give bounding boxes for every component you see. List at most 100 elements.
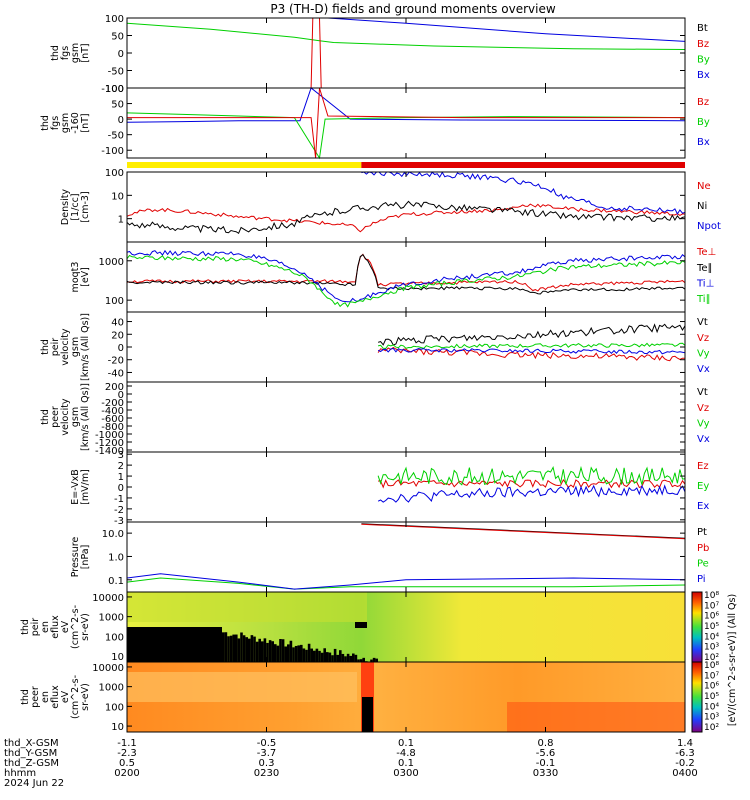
spectrogram-black <box>331 655 334 662</box>
series-Ex <box>377 484 686 503</box>
spectrogram-black <box>341 653 345 662</box>
y-tick-label: -1 <box>114 494 124 505</box>
footer-value: -0.1 <box>536 758 556 769</box>
footer-value: 0200 <box>114 768 139 779</box>
colorbar-1 <box>691 661 703 733</box>
y-tick-label: -3 <box>114 516 124 527</box>
y-axis-label: peir <box>50 338 61 357</box>
y-tick-label: 10 <box>111 191 124 202</box>
y-axis-label: eflux <box>50 615 61 639</box>
footer-value: -0.2 <box>675 758 695 769</box>
y-tick-label: -100 <box>101 146 124 157</box>
legend-entry: Vt <box>697 387 708 398</box>
legend-entry: Vt <box>697 317 708 328</box>
spectrogram-black <box>328 652 332 662</box>
y-tick-label: -1400 <box>95 446 124 457</box>
spectrogram-black <box>232 634 235 662</box>
series-Pi <box>126 573 686 590</box>
footer-value: 0300 <box>393 768 418 779</box>
y-tick-label: -800 <box>101 422 124 433</box>
y-tick-label: 10 <box>111 722 124 733</box>
panel-10: 10000 1000 100 10 thd peer en eflux eV (cm^2-s-sr… <box>20 661 686 733</box>
series-Bz <box>310 17 322 89</box>
colorbar-tick-label: 10⁵ <box>704 692 719 702</box>
legend-entry: Ni <box>697 201 707 212</box>
spectrogram-black <box>240 632 243 662</box>
y-tick-label: -2 <box>114 505 124 516</box>
spectrogram-black <box>287 644 290 662</box>
series-By <box>126 22 686 50</box>
y-tick-label: 0 <box>118 343 124 354</box>
y-tick-label: 50 <box>111 32 124 43</box>
y-tick-label: 10000 <box>92 663 124 674</box>
spectrogram-black <box>289 640 293 662</box>
spectrogram-black <box>339 650 342 662</box>
legend-entry: Vz <box>697 403 709 414</box>
y-axis-label: sr-eV) <box>80 683 91 711</box>
spectrogram-black <box>248 638 251 662</box>
series-Te⊥ <box>126 253 686 292</box>
y-axis-label: eflux <box>50 685 61 709</box>
spectrogram-black <box>266 642 269 662</box>
y-tick-label: -600 <box>101 414 124 425</box>
y-tick-label: 100 <box>105 14 124 25</box>
panel-9: 10000 1000 100 10 thd peir en eflux eV (cm^2-s-sr… <box>20 591 686 663</box>
colorbar-tick-label: 10⁷ <box>704 601 719 611</box>
spectrogram-black <box>292 647 295 662</box>
y-axis-label: thd <box>50 45 61 61</box>
footer-value: 0.1 <box>398 758 414 769</box>
footer-value: 1.4 <box>677 738 693 749</box>
y-axis-label: gsm <box>70 337 81 357</box>
panel-1: 100 50 0 -50 -100 thd fgs gsm -160 [nT] Bz By Bx <box>40 84 710 160</box>
footer-value: 0330 <box>533 768 558 779</box>
legend-entry: Bx <box>697 70 710 81</box>
y-axis-label: Density <box>60 189 71 225</box>
legend-entry: Ez <box>697 461 709 472</box>
panel-frame <box>126 241 686 313</box>
y-axis-label: [km/s (All Qs)] <box>80 313 91 381</box>
y-tick-label: 10000 <box>92 593 124 604</box>
y-axis-label: [eV] <box>80 267 91 287</box>
spectrogram-black <box>284 646 287 662</box>
y-tick-label: -1000 <box>95 430 124 441</box>
y-tick-label: 1 <box>118 215 124 226</box>
y-tick-label: 100 <box>105 84 124 95</box>
legend-entry: Pb <box>697 543 709 554</box>
y-axis-label: [cm-3] <box>80 191 91 222</box>
colorbar-label: [eV/(cm^2-s-sr-eV)] (All Qs) <box>727 594 738 726</box>
y-axis-label: [1/cc] <box>70 193 81 220</box>
legend-entry: Ex <box>697 501 709 512</box>
spectrogram-black <box>362 657 365 662</box>
legend-entry: Npot <box>697 221 721 232</box>
footer-value: 0.5 <box>119 758 135 769</box>
series-Ti∥ <box>126 254 686 308</box>
legend-entry: Ti∥ <box>696 294 711 305</box>
y-axis-label: [nPa] <box>80 545 91 570</box>
legend-entry: Ti⊥ <box>696 278 714 289</box>
y-tick-label: 100 <box>105 632 124 643</box>
colorbar-tick-label: 10⁷ <box>704 671 719 681</box>
footer-row-label: thd_Z-GSM <box>4 758 59 769</box>
footer-value: 0.3 <box>259 758 275 769</box>
spectrogram-black <box>274 644 277 662</box>
spectrogram-black <box>258 638 261 662</box>
spectrogram-black <box>326 652 329 662</box>
y-axis-label: (cm^2-s- <box>70 675 81 719</box>
legend-entry: Ne <box>697 181 711 192</box>
footer-date: 2024 Jun 22 <box>4 778 64 789</box>
spectrogram <box>127 662 685 732</box>
spectrogram-black <box>279 639 282 662</box>
panel-frame <box>126 381 686 453</box>
legend-entry: Ey <box>697 481 709 492</box>
colorbar-tick-label: 10⁶ <box>704 612 719 622</box>
y-axis-label: fgs <box>60 46 71 60</box>
spectrogram-black <box>320 652 324 662</box>
colorbar-tick-label: 10⁸ <box>704 591 719 601</box>
colorbar-tick-label: 10⁵ <box>704 622 719 632</box>
y-axis-label: moqt3 <box>70 262 81 293</box>
spectrogram-black <box>307 643 311 662</box>
y-axis-label: en <box>40 621 51 633</box>
